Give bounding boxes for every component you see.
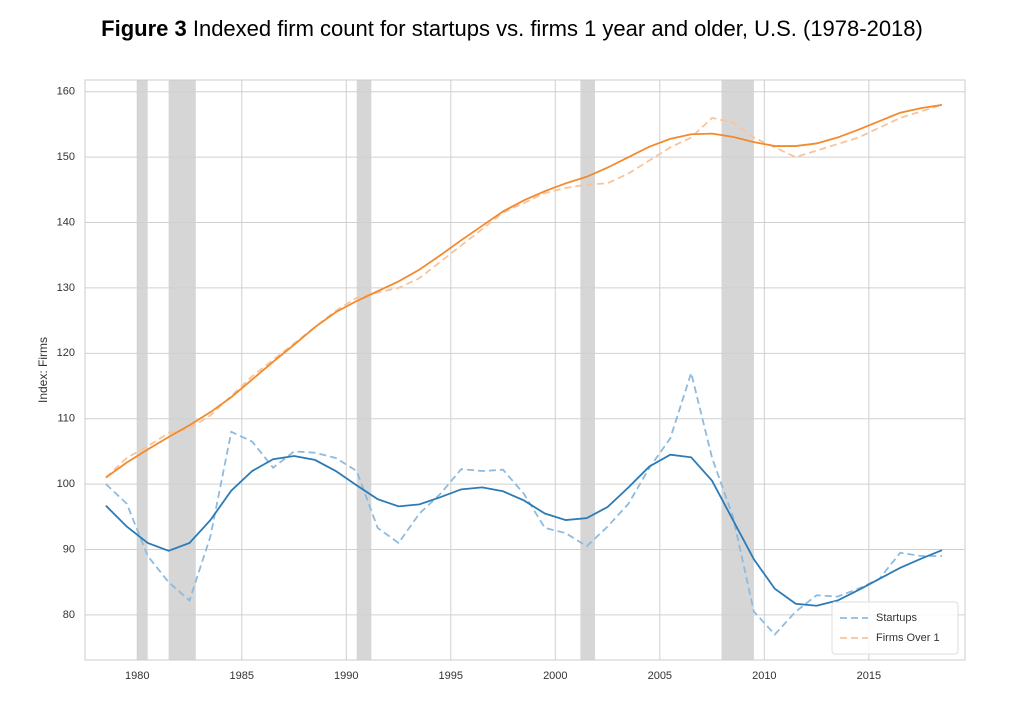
y-tick-label: 80: [63, 609, 75, 621]
y-axis-label: Index: Firms: [36, 337, 50, 403]
title-text: Indexed firm count for startups vs. firm…: [193, 16, 923, 41]
title-label: Figure 3: [101, 16, 187, 41]
shaded-range: [721, 80, 754, 660]
x-tick-label: 2015: [857, 670, 881, 682]
chart-title: Figure 3 Indexed firm count for startups…: [101, 16, 923, 41]
x-tick-label: 2005: [648, 670, 672, 682]
y-tick-label: 150: [57, 151, 75, 163]
y-tick-label: 110: [57, 413, 75, 425]
shaded-range: [356, 80, 372, 660]
plot-border: [84, 79, 966, 661]
shaded-range: [580, 80, 596, 660]
x-tick-label: 2000: [543, 670, 567, 682]
x-tick-label: 1985: [230, 670, 254, 682]
x-tick-label: 1995: [439, 670, 463, 682]
y-tick-label: 90: [63, 543, 75, 555]
legend-label: Startups: [876, 612, 917, 624]
shaded-range: [137, 80, 148, 660]
y-tick-label: 130: [57, 282, 75, 294]
legend-label: Firms Over 1: [876, 632, 940, 644]
dashed-line: [105, 369, 943, 636]
x-tick-label: 1990: [334, 670, 358, 682]
smooth-line: [105, 453, 943, 607]
y-tick-label: 120: [57, 347, 75, 359]
x-tick-label: 1980: [125, 670, 149, 682]
dashed-line: [105, 103, 943, 479]
y-tick-label: 100: [57, 478, 75, 490]
smooth-line: [105, 103, 943, 479]
y-tick-label: 160: [57, 86, 75, 98]
legend: Startups Firms Over 1: [831, 601, 959, 655]
shaded-range: [168, 80, 196, 660]
y-tick-label: 140: [57, 216, 75, 228]
x-tick-label: 2010: [752, 670, 776, 682]
legend-box: [831, 601, 959, 655]
